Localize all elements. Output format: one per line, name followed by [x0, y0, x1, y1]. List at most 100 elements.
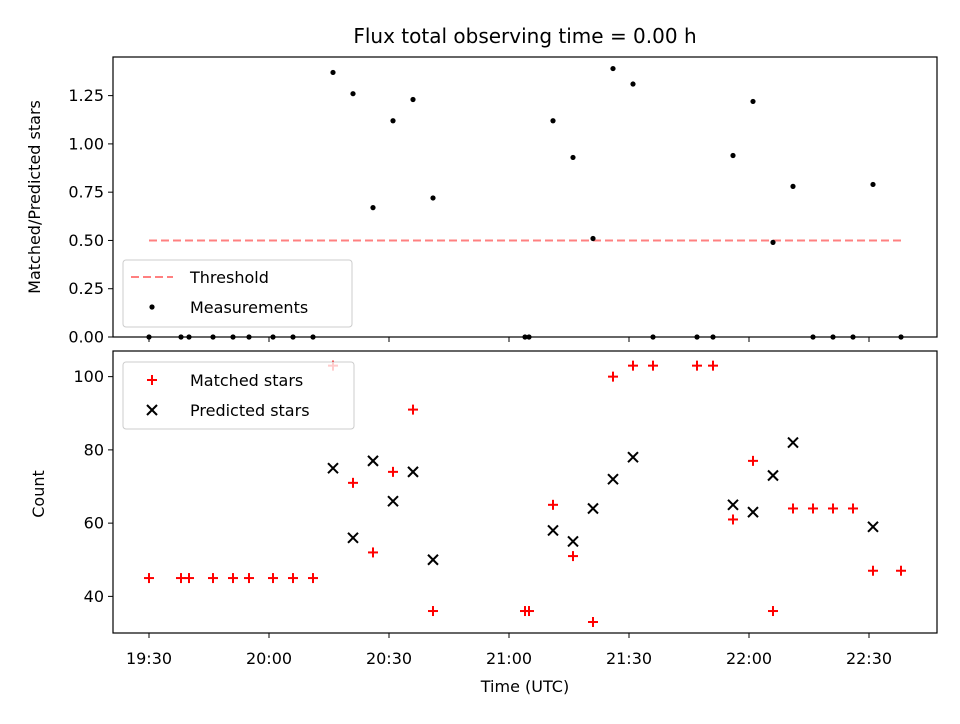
top-y-tick-label: 0.25	[68, 279, 104, 298]
matched-star-point	[648, 360, 658, 371]
legend-predicted-swatch	[146, 404, 158, 416]
measurement-point	[350, 91, 356, 97]
predicted-star-point	[367, 455, 379, 467]
measurement-point	[770, 239, 776, 245]
x-marker-b	[567, 535, 579, 548]
x-axis-label: Time (UTC)	[480, 677, 569, 696]
top-y-tick-label: 0.50	[68, 231, 104, 250]
predicted-star-point	[747, 506, 759, 518]
bottom-y-tick-label: 60	[84, 514, 104, 533]
top-y-tick-label: 0.75	[68, 183, 104, 202]
matched-star-point	[388, 466, 398, 477]
matched-star-point	[208, 573, 218, 584]
x-marker-b	[607, 473, 619, 485]
predicted-star-point	[547, 524, 559, 537]
x-tick-label: 21:30	[606, 649, 652, 668]
x-marker-b	[367, 455, 379, 467]
predicted-star-point	[427, 554, 439, 566]
bottom-axes: 40 60 80 100 19:30 20:00 20:30 21:00 21:30 22:00 2…	[73, 367, 892, 668]
x-marker-b	[767, 469, 779, 482]
predicted-star-point	[607, 473, 619, 485]
predicted-star-point	[727, 499, 739, 511]
measurement-point	[730, 152, 736, 159]
x-marker-b	[867, 521, 879, 533]
matched-star-point	[524, 606, 534, 617]
x-tick-label: 21:00	[486, 649, 532, 668]
top-legend-box	[122, 259, 353, 328]
x-tick-label: 22:30	[846, 649, 892, 668]
measurement-point	[750, 98, 756, 105]
predicted-star-point	[587, 502, 599, 515]
x-tick-label: 20:00	[246, 649, 292, 668]
legend-predicted-label: Predicted stars	[190, 401, 310, 420]
matched-star-point	[848, 503, 858, 514]
legend-matched-swatch	[147, 375, 157, 385]
matched-star-point	[768, 606, 778, 617]
measurement-point	[330, 69, 336, 76]
legend-measurements-label: Measurements	[190, 298, 308, 317]
x-marker-b	[587, 502, 599, 515]
legend-threshold-label: Threshold	[189, 268, 269, 287]
bottom-y-tick-label: 100	[73, 367, 104, 386]
measurement-point	[610, 65, 616, 72]
bottom-y-tick-label: 80	[84, 440, 104, 459]
x-marker-b	[407, 466, 419, 478]
x-marker-b	[387, 495, 399, 507]
matched-star-point	[748, 455, 758, 466]
matched-star-point	[408, 404, 418, 415]
x-tick-label: 19:30	[126, 649, 172, 668]
matched-star-point	[608, 371, 618, 382]
legend-measurements-swatch	[149, 304, 155, 310]
predicted-star-point	[627, 451, 639, 463]
matched-star-point	[868, 565, 878, 576]
matched-star-point	[184, 573, 194, 584]
matched-star-point	[308, 573, 318, 584]
predicted-star-point	[407, 466, 419, 478]
top-legend: Threshold Measurements	[122, 259, 353, 328]
x-tick-label: 22:00	[726, 649, 772, 668]
matched-star-point	[568, 551, 578, 562]
bottom-legend: Matched stars Predicted stars	[122, 361, 355, 430]
matched-star-point	[896, 565, 906, 576]
measurement-point	[370, 205, 376, 211]
matched-star-point	[428, 606, 438, 617]
measurement-point	[790, 183, 796, 189]
matched-star-point	[788, 503, 798, 514]
x-marker-b	[727, 499, 739, 511]
x-marker-b	[787, 436, 799, 449]
matched-star-point	[588, 617, 598, 628]
x-marker-b	[347, 532, 359, 544]
measurement-points	[146, 65, 904, 340]
x-marker-b	[747, 506, 759, 518]
measurement-point	[570, 154, 576, 161]
matched-star-point	[808, 503, 818, 514]
matched-star-point	[728, 514, 738, 525]
x-marker-b	[547, 524, 559, 537]
predicted-star-point	[347, 532, 359, 544]
matched-star-point	[368, 547, 378, 558]
measurement-point	[870, 181, 876, 188]
count-points	[144, 360, 906, 628]
matched-star-point	[348, 477, 358, 488]
top-chart-title: Flux total observing time = 0.00 h	[353, 24, 696, 48]
matched-star-point	[628, 360, 638, 371]
bottom-y-axis-label: Count	[29, 470, 48, 518]
matched-star-point	[288, 573, 298, 584]
bottom-y-tick-label: 40	[84, 587, 104, 606]
top-y-tick-label: 1.25	[68, 86, 104, 105]
predicted-star-point	[327, 462, 339, 474]
top-y-tick-label: 0.00	[68, 328, 104, 347]
measurement-point	[430, 195, 436, 201]
matched-star-point	[692, 360, 702, 371]
x-marker-b	[327, 462, 339, 474]
bottom-plot-frame	[112, 350, 938, 634]
predicted-star-point	[767, 469, 779, 482]
measurement-point	[390, 118, 396, 124]
legend-matched-label: Matched stars	[190, 371, 303, 390]
predicted-star-point	[567, 535, 579, 548]
x-marker-b	[627, 451, 639, 463]
top-axes: 0.00 0.25 0.50 0.75 1.00 1.25	[68, 86, 870, 347]
top-plot-frame	[112, 56, 938, 338]
